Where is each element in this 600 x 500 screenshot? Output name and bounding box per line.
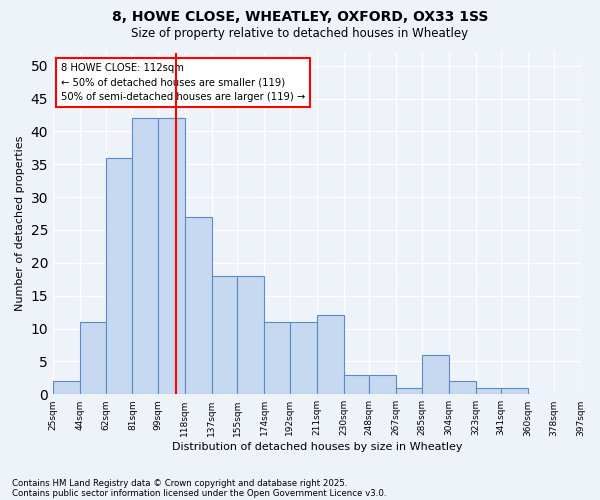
X-axis label: Distribution of detached houses by size in Wheatley: Distribution of detached houses by size … [172, 442, 462, 452]
Bar [106, 158, 133, 394]
Bar [265, 322, 290, 394]
Bar [501, 388, 528, 394]
Y-axis label: Number of detached properties: Number of detached properties [15, 136, 25, 311]
Text: Contains HM Land Registry data © Crown copyright and database right 2025.: Contains HM Land Registry data © Crown c… [12, 478, 347, 488]
Bar [422, 355, 449, 395]
Bar [290, 322, 317, 394]
Bar [449, 381, 476, 394]
Bar [185, 217, 212, 394]
Bar [369, 374, 396, 394]
Bar [238, 276, 265, 394]
Bar [158, 118, 185, 394]
Text: 8, HOWE CLOSE, WHEATLEY, OXFORD, OX33 1SS: 8, HOWE CLOSE, WHEATLEY, OXFORD, OX33 1S… [112, 10, 488, 24]
Bar [80, 322, 106, 394]
Bar [476, 388, 501, 394]
Bar [212, 276, 238, 394]
Bar [53, 381, 80, 394]
Text: Contains public sector information licensed under the Open Government Licence v3: Contains public sector information licen… [12, 488, 386, 498]
Text: Size of property relative to detached houses in Wheatley: Size of property relative to detached ho… [131, 28, 469, 40]
Text: 8 HOWE CLOSE: 112sqm
← 50% of detached houses are smaller (119)
50% of semi-deta: 8 HOWE CLOSE: 112sqm ← 50% of detached h… [61, 63, 305, 102]
Bar [396, 388, 422, 394]
Bar [344, 374, 369, 394]
Bar [317, 316, 344, 394]
Bar [133, 118, 158, 394]
